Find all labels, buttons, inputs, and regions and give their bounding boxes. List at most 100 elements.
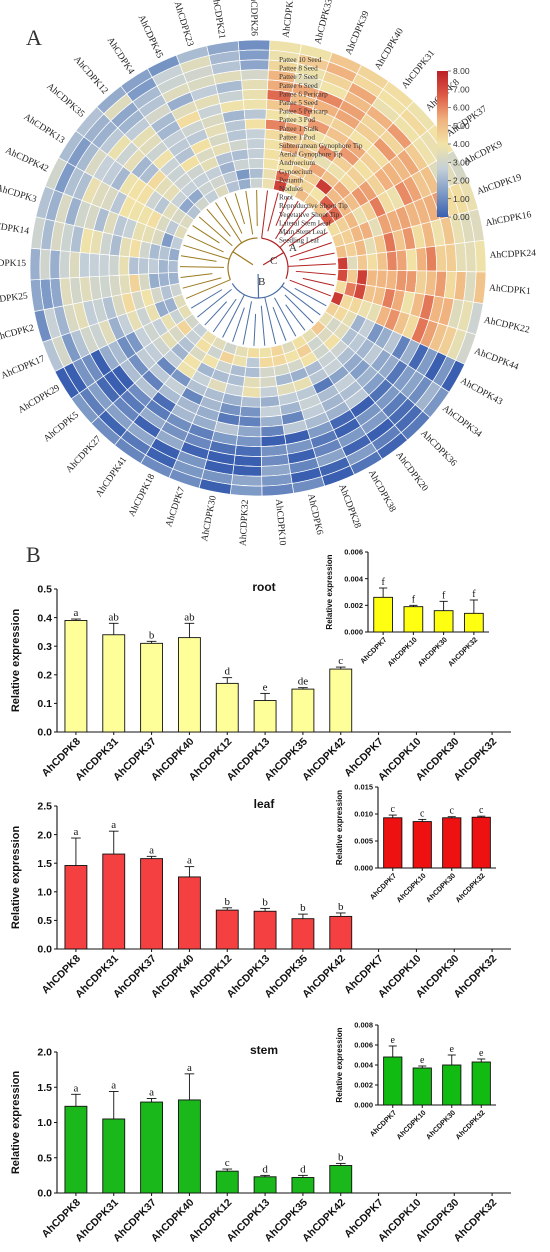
colorbar-tick-label: 6.00 (453, 103, 470, 113)
significance-letter: a (111, 819, 116, 831)
bar (64, 620, 88, 733)
heatmap-cell (69, 251, 81, 279)
heatmap-cell (148, 258, 160, 275)
bar (177, 637, 201, 733)
bar (215, 1170, 239, 1194)
bar (140, 642, 164, 733)
significance-letter: e (450, 1044, 455, 1055)
significance-letter: b (300, 902, 306, 914)
gene-label: AhCDPK22 (483, 315, 531, 335)
y-tick-label: 0.5 (37, 1152, 52, 1164)
x-tick-label: AhCDPK32 (453, 871, 486, 904)
significance-letter: a (73, 1082, 78, 1094)
y-axis-label: Relative expression (10, 609, 22, 713)
tree-branch (186, 279, 231, 299)
tissue-label: Pattee 1 Pod (279, 133, 315, 141)
heatmap-cell (259, 385, 279, 398)
tissue-label: Seedling Leaf (279, 237, 320, 245)
significance-letter: a (73, 826, 78, 838)
bar (373, 596, 393, 633)
gene-label: AhCDPK39 (344, 10, 371, 57)
significance-letter: c (450, 806, 455, 817)
tissue-label: Pattee 1 Stalk (279, 125, 319, 133)
y-axis-label: Relative expression (335, 1027, 344, 1102)
tree-branch (180, 273, 213, 279)
gene-label: AhCDPK11 (281, 0, 297, 38)
heatmap-cell (238, 49, 270, 61)
x-tick-label: AhCDPK7 (358, 635, 388, 665)
significance-letter: c (338, 655, 343, 667)
bar (64, 865, 88, 950)
tree-branch (272, 307, 287, 341)
heatmap-cell (245, 128, 266, 140)
tree-branch (260, 305, 266, 346)
bar (291, 918, 315, 950)
gene-label: AhCDPK19 (476, 173, 523, 198)
tree-branch (197, 289, 232, 318)
heatmap-cell (59, 250, 71, 279)
y-tick-label: 0.015 (354, 783, 373, 792)
gene-label: AhCDPK18 (127, 472, 157, 518)
heatmap-cell (237, 425, 262, 438)
tree-branch (190, 289, 223, 309)
gene-label: AhCDPK5 (42, 410, 81, 444)
gene-label: AhCDPK14 (0, 220, 30, 237)
heatmap-cell (244, 118, 267, 130)
tree-branch (183, 244, 230, 260)
heatmap-cell (231, 474, 263, 487)
gene-label: AhCDPK42 (3, 146, 50, 175)
bar (329, 915, 353, 950)
bar (102, 853, 126, 950)
colorbar-tick-label: 8.00 (453, 66, 470, 76)
y-tick-label: 0.5 (37, 584, 52, 596)
clade-label: A (289, 242, 297, 254)
heatmap-cell (237, 39, 271, 52)
gene-label: AhCDPK21 (209, 0, 226, 40)
stem-bar-chart: 0.0 0.5 1.0 1.5 2.0 Relative expression stem a A… (10, 1043, 511, 1244)
tissue-label: Reproductive Shoot Tip (279, 202, 348, 210)
bar (412, 821, 432, 869)
x-tick-label: AhCDPK30 (416, 635, 449, 668)
heatmap-cell (259, 366, 276, 378)
y-tick-label: 0.004 (344, 574, 364, 583)
heatmap-cell (356, 254, 368, 271)
y-tick-label: 0.002 (344, 601, 363, 610)
heatmap-cell (249, 177, 264, 189)
gene-label: AhCDPK44 (473, 347, 520, 373)
gene-label: AhCDPK1 (489, 283, 532, 297)
y-tick-label: 0.4 (37, 612, 52, 624)
bar (329, 668, 353, 733)
y-tick-label: 0.0 (37, 727, 52, 739)
tissue-label: Nodules (279, 185, 303, 193)
heatmap-cell (243, 376, 261, 388)
heatmap-cell (108, 254, 120, 277)
significance-letter: c (420, 808, 425, 819)
bar (177, 1099, 201, 1194)
significance-letter: b (225, 896, 231, 908)
y-tick-label: 2.0 (37, 1047, 52, 1059)
heatmap-cell (233, 454, 262, 467)
heatmap-cell (444, 243, 457, 272)
heatmap-cell (246, 347, 260, 359)
tree-branch (289, 242, 332, 258)
y-tick-label: 0.010 (354, 810, 373, 819)
y-axis-label: Relative expression (10, 1071, 22, 1175)
significance-letter: c (391, 804, 396, 815)
heatmap-cell (385, 250, 398, 271)
heatmap-cell (167, 271, 180, 286)
circular-heatmap (29, 39, 487, 497)
bar (253, 700, 277, 733)
y-tick-label: 0.5 (37, 915, 52, 927)
heatmap-cell (346, 255, 359, 271)
heatmap-cell (238, 415, 262, 428)
gene-label: AhCDPK26 (248, 0, 259, 36)
y-tick-label: 0.000 (354, 1101, 373, 1110)
significance-letter: a (149, 1087, 154, 1099)
y-tick-label: 2.5 (37, 801, 52, 813)
significance-letter: c (225, 1157, 230, 1169)
significance-letter: d (300, 1163, 306, 1175)
tree-branch (294, 287, 327, 307)
gene-label: AhCDPK20 (393, 450, 429, 493)
y-tick-label: 0.006 (354, 1041, 373, 1050)
